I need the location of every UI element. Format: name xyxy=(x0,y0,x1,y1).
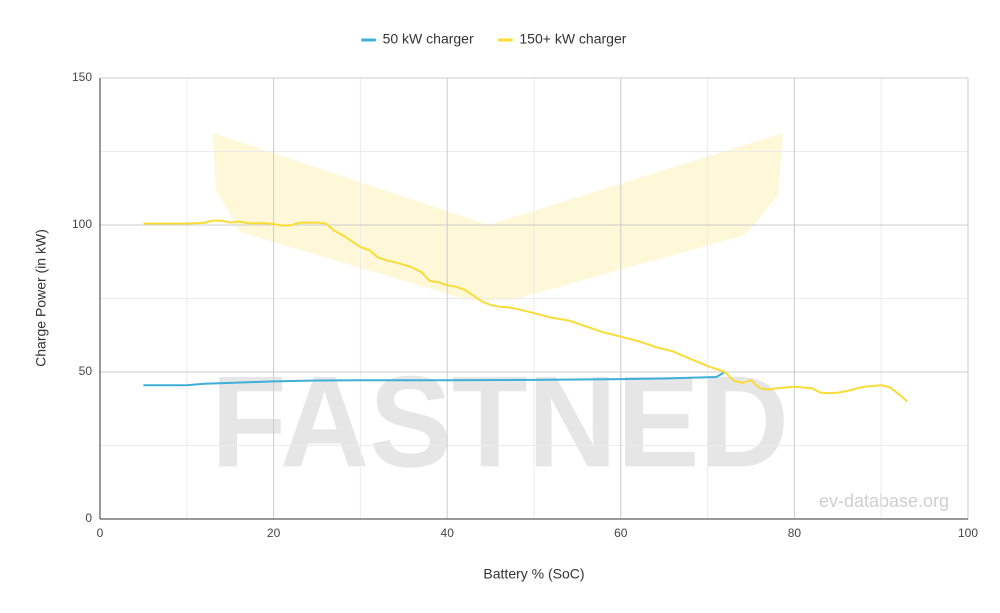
legend-label: 50 kW charger xyxy=(383,31,474,47)
y-tick-label: 50 xyxy=(79,364,93,378)
x-tick-label: 100 xyxy=(958,526,978,540)
x-tick-label: 80 xyxy=(788,526,802,540)
y-axis-title: Charge Power (in kW) xyxy=(33,229,49,367)
watermark-logo xyxy=(213,133,783,300)
legend-label: 150+ kW charger xyxy=(519,31,626,47)
y-tick-label: 150 xyxy=(72,70,92,84)
x-tick-label: 0 xyxy=(97,526,104,540)
x-tick-label: 60 xyxy=(614,526,628,540)
credit: ev-database.org xyxy=(819,491,949,511)
y-tick-label: 100 xyxy=(72,217,92,231)
y-tick-label: 0 xyxy=(85,511,92,525)
x-tick-label: 20 xyxy=(267,526,281,540)
x-tick-label: 40 xyxy=(441,526,455,540)
series-line xyxy=(143,219,908,403)
series-line xyxy=(143,371,726,387)
watermark: FASTNED xyxy=(211,348,789,494)
x-axis-title: Battery % (SoC) xyxy=(483,566,584,582)
